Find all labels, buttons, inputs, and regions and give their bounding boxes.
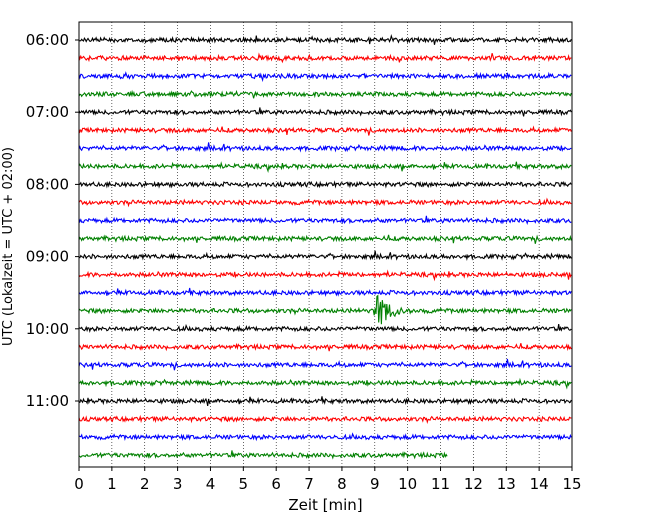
x-tick-label: 7 (304, 475, 314, 493)
trace-0645 (78, 89, 572, 99)
trace-0600 (78, 34, 572, 45)
trace-0745 (78, 161, 572, 174)
x-tick-label: 6 (271, 475, 281, 493)
trace-1145 (78, 450, 448, 460)
x-tick-label: 3 (173, 475, 183, 493)
x-tick-label: 4 (206, 475, 216, 493)
y-tick-label: 06:00 (26, 31, 69, 49)
trace-0615 (78, 52, 572, 64)
y-tick-label: 08:00 (26, 175, 69, 193)
trace-1015 (78, 342, 572, 352)
x-axis-title: Zeit [min] (288, 496, 362, 514)
x-tick-label: 13 (497, 475, 516, 493)
x-tick-label: 5 (239, 475, 249, 493)
trace-0915 (78, 269, 572, 282)
y-tick-label: 11:00 (26, 392, 69, 410)
trace-0900 (78, 250, 572, 261)
trace-1130 (78, 432, 572, 442)
trace-0945 (78, 294, 572, 325)
trace-1000 (78, 323, 572, 333)
trace-0800 (78, 180, 572, 189)
x-tick-label: 1 (107, 475, 117, 493)
trace-0730 (78, 142, 572, 153)
y-tick-label: 10:00 (26, 320, 69, 338)
trace-0830 (78, 215, 572, 225)
x-axis: 0 1 2 3 4 5 6 7 8 9 10 11 12 13 14 15 (74, 467, 582, 493)
trace-1115 (78, 414, 572, 424)
y-axis: 06:00 07:00 08:00 09:00 10:00 11:00 (26, 31, 79, 410)
trace-1045 (78, 377, 572, 390)
trace-0815 (78, 197, 572, 208)
y-tick-label: 07:00 (26, 103, 69, 121)
trace-1030 (78, 358, 572, 371)
x-tick-label: 9 (370, 475, 380, 493)
trace-layer (78, 34, 572, 460)
vertical-grid (111, 22, 540, 467)
trace-0630 (78, 71, 572, 83)
y-tick-label: 09:00 (26, 248, 69, 266)
x-tick-label: 15 (562, 475, 581, 493)
trace-0700 (78, 107, 572, 117)
x-tick-label: 14 (530, 475, 549, 493)
trace-0930 (78, 287, 572, 298)
x-tick-label: 0 (74, 475, 84, 493)
x-tick-label: 8 (337, 475, 347, 493)
y-axis-title: UTC (Lokalzeit = UTC + 02:00) (1, 147, 16, 346)
plot-frame (78, 21, 573, 468)
trace-1100 (79, 396, 572, 407)
x-tick-label: 12 (464, 475, 483, 493)
x-tick-label: 10 (398, 475, 417, 493)
trace-0715 (78, 125, 572, 136)
trace-0845 (78, 234, 572, 244)
x-tick-label: 11 (431, 475, 450, 493)
x-tick-label: 2 (140, 475, 150, 493)
